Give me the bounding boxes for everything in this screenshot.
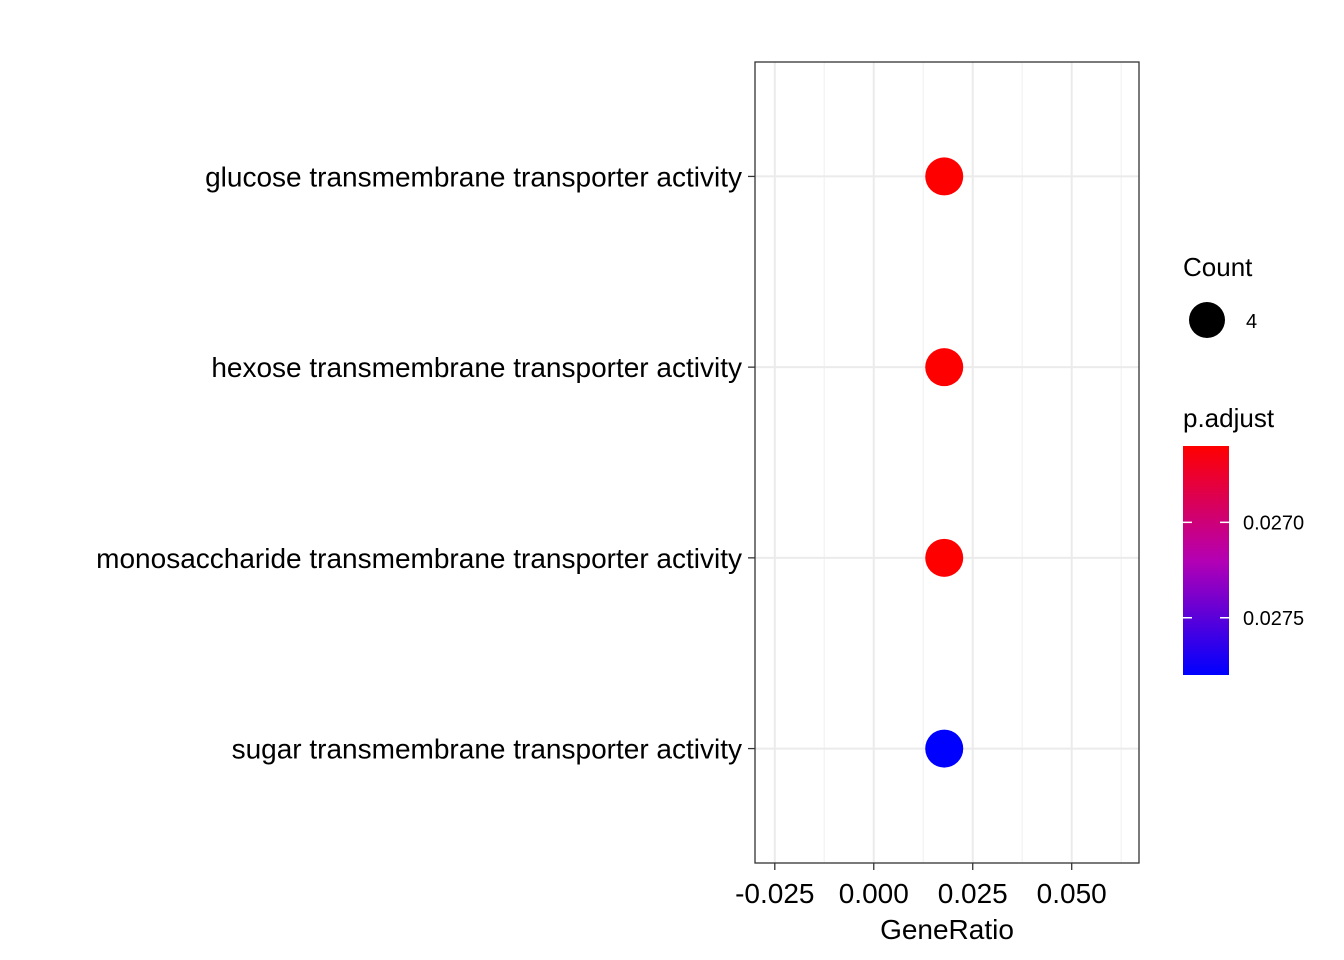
x-tick-label: 0.050 bbox=[1037, 878, 1107, 909]
data-points bbox=[925, 157, 964, 768]
x-tick-label: -0.025 bbox=[735, 878, 814, 909]
count-legend: Count 4 bbox=[1183, 252, 1257, 338]
x-tick-label: 0.025 bbox=[938, 878, 1008, 909]
colorbar-tick-label: 0.0270 bbox=[1243, 512, 1304, 534]
data-point bbox=[925, 348, 964, 387]
colorbar-tick-label: 0.0275 bbox=[1243, 608, 1304, 630]
data-point bbox=[925, 729, 964, 768]
plot-background bbox=[755, 62, 1139, 863]
y-tick-label: monosaccharide transmembrane transporter… bbox=[96, 543, 742, 574]
y-tick-label: sugar transmembrane transporter activity bbox=[232, 734, 742, 765]
count-legend-label: 4 bbox=[1246, 311, 1257, 333]
data-point bbox=[925, 157, 964, 196]
x-axis-title: GeneRatio bbox=[880, 914, 1014, 945]
x-tick-label: 0.000 bbox=[839, 878, 909, 909]
padjust-colorbar bbox=[1183, 446, 1229, 675]
colorbar-ticks: 0.0270 0.0275 bbox=[1183, 512, 1304, 630]
count-legend-title: Count bbox=[1183, 252, 1253, 282]
y-tick-label: hexose transmembrane transporter activit… bbox=[211, 352, 742, 383]
y-axis: glucose transmembrane transporter activi… bbox=[96, 161, 755, 765]
minor-gridlines bbox=[823, 62, 1122, 863]
plot-panel-border bbox=[754, 61, 1140, 864]
count-legend-key bbox=[1189, 302, 1225, 338]
data-point bbox=[925, 538, 964, 577]
padjust-legend: p.adjust 0.0270 0.0275 bbox=[1183, 403, 1304, 675]
y-tick-label: glucose transmembrane transporter activi… bbox=[205, 161, 742, 192]
x-axis: -0.025 0.000 0.025 0.050 bbox=[735, 863, 1107, 909]
padjust-legend-title: p.adjust bbox=[1183, 403, 1275, 433]
